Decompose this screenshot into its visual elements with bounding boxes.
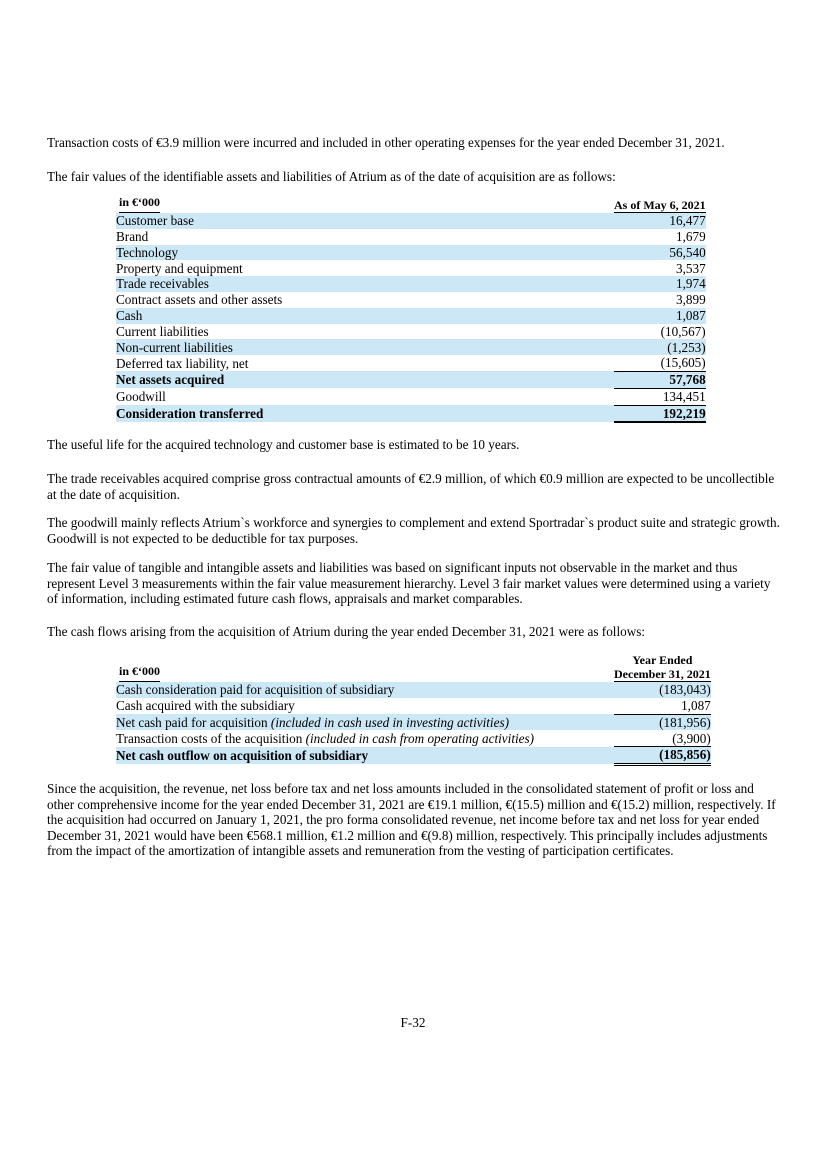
row-value: 1,679: [676, 229, 706, 245]
row-label-italic-note: (included in cash used in investing acti…: [270, 714, 509, 730]
page-number: F-32: [400, 1015, 426, 1030]
header-year-ended: Year Ended December 31, 2021: [614, 653, 711, 682]
paragraph-fair-value-level3: The fair value of tangible and intangibl…: [47, 560, 771, 606]
row-label-italic-note: (included in cash from operating activit…: [305, 730, 535, 746]
table-row: Trade receivables 1,974: [116, 276, 706, 292]
paragraph-cash-flows-intro: The cash flows arising from the acquisit…: [47, 624, 646, 639]
paragraph-transaction-costs: Transaction costs of €3.9 million were i…: [47, 135, 725, 150]
table-row: Goodwill 134,451: [116, 388, 706, 406]
table-row: Net cash paid for acquisition (included …: [116, 714, 711, 731]
row-value: 192,219: [614, 405, 706, 424]
table-row: Net assets acquired 57,768: [116, 371, 706, 389]
row-value: 3,537: [676, 260, 706, 276]
row-value: 1,974: [614, 276, 706, 292]
table-row: Cash 1,087: [116, 307, 706, 324]
table-row: Contract assets and other assets 3,899: [116, 292, 706, 308]
row-label: Current liabilities: [116, 323, 209, 339]
header-in-eur-000: in €‘000: [116, 195, 614, 213]
row-label: Trade receivables: [116, 276, 614, 292]
row-label: Technology: [116, 244, 614, 261]
row-value: 56,540: [614, 244, 706, 261]
row-label: Goodwill: [116, 389, 166, 405]
table-row: Non-current liabilities (1,253): [116, 339, 706, 356]
fair-value-table: in €‘000 As of May 6, 2021 Customer base…: [116, 195, 706, 424]
row-label: Non-current liabilities: [116, 339, 614, 356]
table-row: Cash acquired with the subsidiary 1,087: [116, 697, 711, 715]
row-label: Transaction costs of the acquisition (in…: [116, 730, 535, 746]
row-value: (3,900): [614, 730, 711, 748]
paragraph-pro-forma: Since the acquisition, the revenue, net …: [47, 781, 776, 858]
table-row: Transaction costs of the acquisition (in…: [116, 730, 711, 748]
row-label: Cash consideration paid for acquisition …: [116, 681, 614, 698]
row-label: Cash acquired with the subsidiary: [116, 698, 295, 714]
row-label: Consideration transferred: [116, 405, 614, 423]
row-value: 3,899: [676, 292, 706, 308]
cash-flow-table: in €‘000 Year Ended December 31, 2021 Ca…: [116, 653, 711, 766]
row-value: 16,477: [614, 212, 706, 229]
paragraph-trade-receivables: The trade receivables acquired comprise …: [47, 471, 775, 502]
paragraph-goodwill: The goodwill mainly reflects Atrium`s wo…: [47, 515, 780, 546]
row-value: (15,605): [614, 355, 706, 372]
table-header-row: in €‘000 As of May 6, 2021: [116, 195, 706, 213]
row-label: Property and equipment: [116, 260, 243, 276]
row-label: Customer base: [116, 212, 614, 229]
row-value: (181,956): [614, 714, 711, 731]
row-value: (1,253): [614, 339, 706, 356]
header-in-eur-000: in €‘000: [116, 654, 614, 682]
row-value: (185,856): [614, 746, 711, 766]
table-row: Cash consideration paid for acquisition …: [116, 681, 711, 698]
paragraph-useful-life: The useful life for the acquired technol…: [47, 437, 520, 452]
table-row: Brand 1,679: [116, 229, 706, 245]
row-label: Net cash paid for acquisition (included …: [116, 714, 614, 731]
table-row: Net cash outflow on acquisition of subsi…: [116, 746, 711, 766]
row-value: (10,567): [660, 323, 706, 339]
table-row: Current liabilities (10,567): [116, 324, 706, 340]
row-value: (183,043): [614, 681, 711, 698]
table-header-row: in €‘000 Year Ended December 31, 2021: [116, 653, 711, 682]
row-label: Cash: [116, 307, 614, 324]
row-label: Net cash outflow on acquisition of subsi…: [116, 746, 614, 765]
row-label: Contract assets and other assets: [116, 292, 283, 308]
row-value: 134,451: [614, 388, 706, 406]
table-row: Technology 56,540: [116, 244, 706, 261]
row-value: 57,768: [614, 371, 706, 389]
row-label: Deferred tax liability, net: [116, 355, 249, 371]
paragraph-fair-values-intro: The fair values of the identifiable asse…: [47, 169, 616, 184]
row-label: Net assets acquired: [116, 371, 614, 389]
table-row: Deferred tax liability, net (15,605): [116, 355, 706, 372]
row-label: Brand: [116, 229, 149, 245]
row-value: 1,087: [614, 697, 711, 715]
row-value: 1,087: [614, 307, 706, 324]
table-row: Property and equipment 3,537: [116, 260, 706, 276]
table-row: Customer base 16,477: [116, 212, 706, 229]
header-as-of-date: As of May 6, 2021: [614, 195, 706, 213]
table-row: Consideration transferred 192,219: [116, 405, 706, 424]
